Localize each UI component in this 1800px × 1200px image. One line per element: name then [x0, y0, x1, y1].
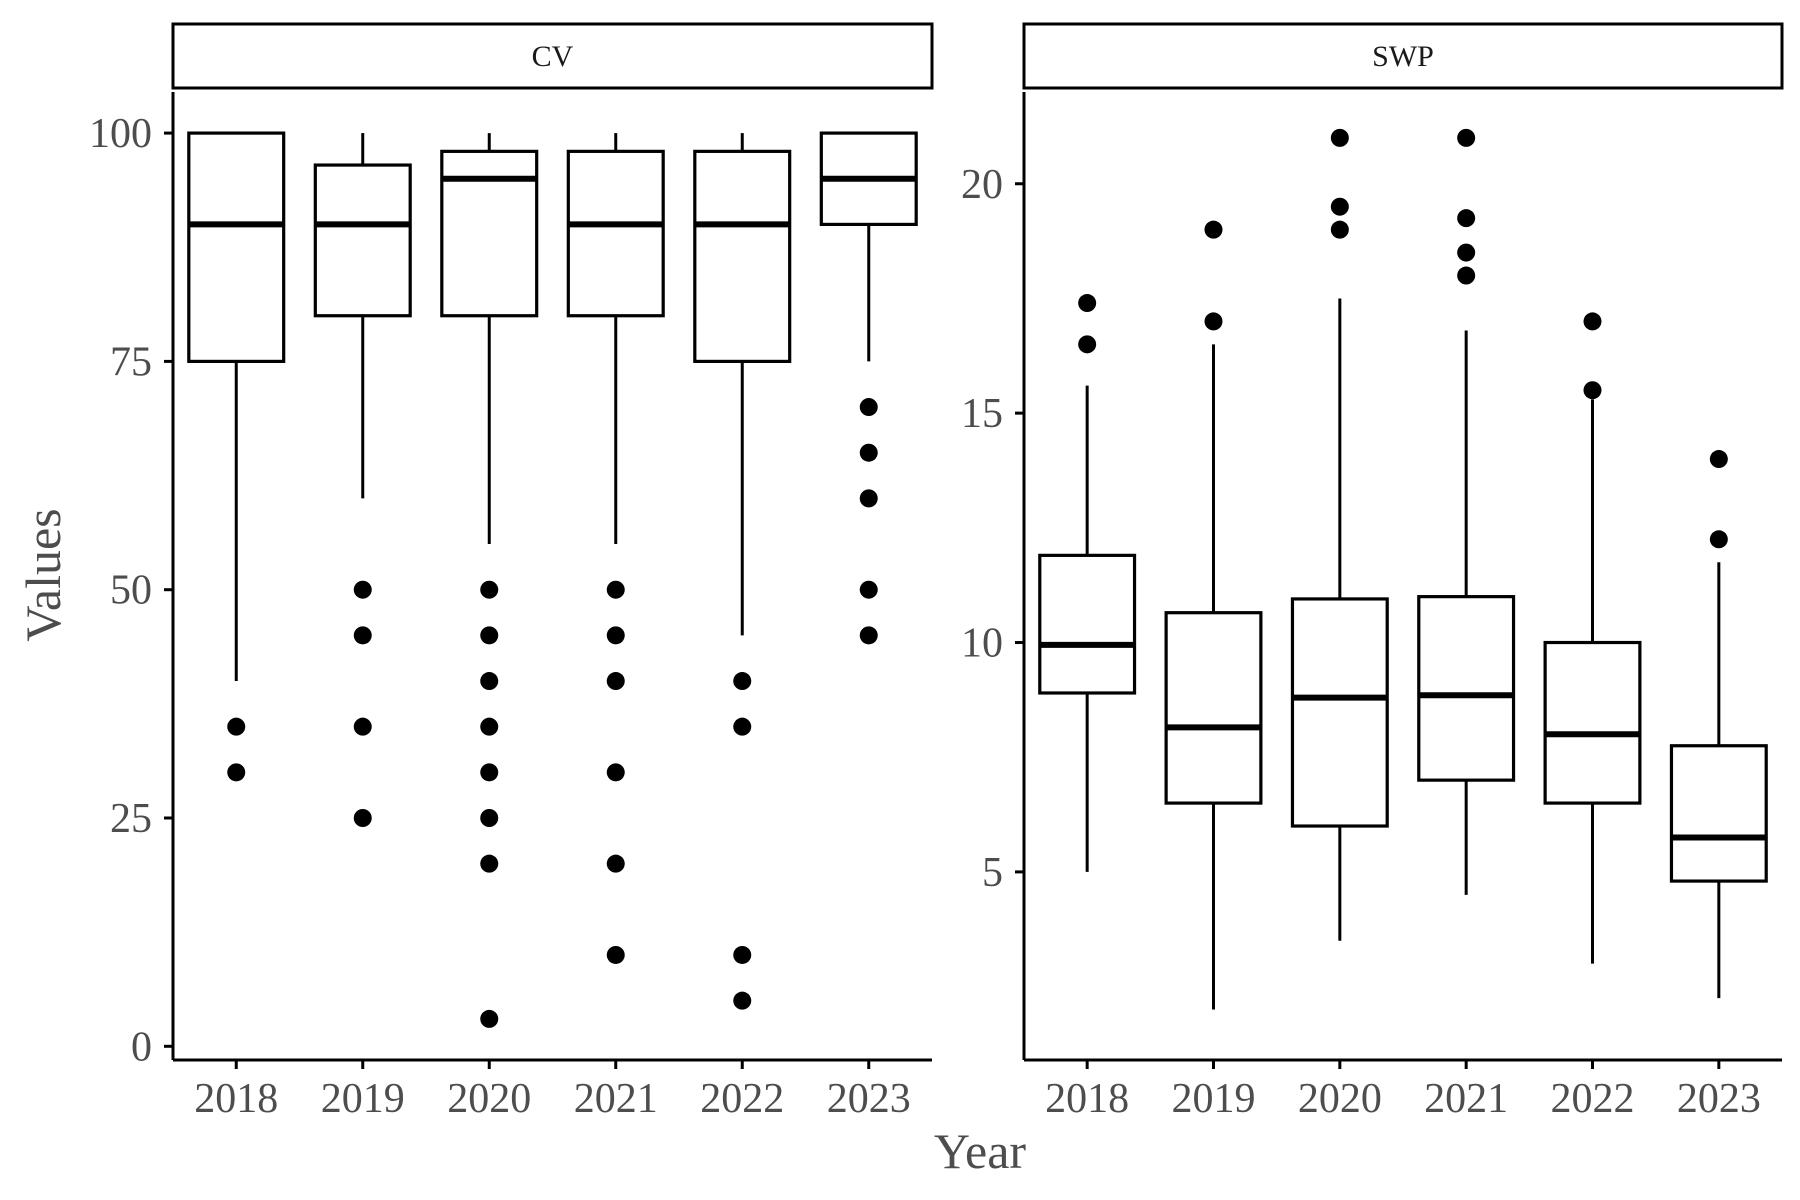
outlier-point [1330, 128, 1349, 147]
box-2018 [1038, 294, 1137, 872]
outlier-point [227, 763, 246, 782]
facet-strip [1022, 22, 1784, 90]
y-tick-label: 25 [110, 796, 152, 842]
y-tick-label: 10 [961, 621, 1003, 667]
box-2020 [440, 133, 539, 1028]
iqr-box [1669, 744, 1768, 883]
x-tick-label: 2019 [1172, 1076, 1256, 1122]
outlier-point [606, 626, 625, 645]
outlier-point [1457, 266, 1476, 285]
facet-panel-swp: SWP 5 10 15 20 2018 2019 2020 2021 2022 2023 [961, 22, 1784, 1122]
y-tick-label: 0 [131, 1024, 152, 1070]
outlier-point [353, 717, 372, 736]
box-2019 [313, 133, 412, 827]
y-tick-label: 15 [961, 391, 1003, 437]
outlier-point [1204, 312, 1223, 331]
outlier-point [859, 489, 878, 508]
y-tick-label: 20 [961, 162, 1003, 208]
outlier-point [1457, 243, 1476, 262]
y-tick-label: 5 [982, 850, 1003, 896]
outlier-point [606, 580, 625, 599]
outlier-point [733, 717, 752, 736]
outlier-point [1709, 530, 1728, 549]
box-2021 [566, 133, 665, 964]
x-tick-label: 2021 [574, 1076, 658, 1122]
outlier-point [1457, 128, 1476, 147]
outlier-point [480, 717, 499, 736]
box-2023 [819, 131, 918, 645]
outlier-point [227, 717, 246, 736]
facet-panel-cv: CV 0 25 50 75 100 2018 2019 2020 2021 2022 2023 [89, 22, 934, 1122]
x-tick-label: 2018 [1045, 1076, 1129, 1122]
outlier-point [733, 991, 752, 1010]
outlier-point [1583, 381, 1602, 400]
outlier-point [1078, 294, 1097, 313]
outlier-point [606, 672, 625, 691]
x-tick-label: 2018 [194, 1076, 278, 1122]
box-2018 [187, 131, 286, 782]
x-tick-label: 2023 [1677, 1076, 1761, 1122]
box-2022 [1543, 312, 1642, 964]
outlier-point [733, 672, 752, 691]
outlier-point [859, 443, 878, 462]
x-tick-label: 2022 [700, 1076, 784, 1122]
box-2021 [1417, 128, 1516, 895]
x-tick-label: 2020 [447, 1076, 531, 1122]
facet-strip-label: CV [532, 40, 574, 73]
x-axis-title: Year [934, 1123, 1026, 1179]
outlier-point [859, 580, 878, 599]
outlier-point [1583, 312, 1602, 331]
iqr-box [566, 149, 665, 318]
outlier-point [480, 580, 499, 599]
box-2023 [1669, 450, 1768, 999]
iqr-box [1164, 611, 1263, 805]
outlier-point [1330, 220, 1349, 239]
outlier-point [353, 580, 372, 599]
outlier-point [480, 763, 499, 782]
outlier-point [480, 809, 499, 827]
box-2022 [693, 133, 792, 1010]
iqr-box [187, 131, 286, 363]
box-2019 [1164, 220, 1263, 1010]
x-tick-label: 2021 [1424, 1076, 1508, 1122]
iqr-box [1290, 597, 1389, 828]
box-2020 [1290, 128, 1389, 941]
iqr-box [1543, 640, 1642, 805]
x-tick-label: 2023 [827, 1076, 911, 1122]
facet-panels: CV 0 25 50 75 100 2018 2019 2020 2021 2022 2023 SWP 5… [89, 22, 1784, 1122]
x-tick-label: 2022 [1551, 1076, 1635, 1122]
outlier-point [480, 1009, 499, 1028]
iqr-box [1038, 553, 1137, 695]
y-tick-label: 100 [89, 111, 152, 157]
outlier-point [606, 945, 625, 964]
outlier-point [1709, 450, 1728, 469]
x-tick-label: 2020 [1298, 1076, 1382, 1122]
outlier-point [606, 763, 625, 782]
outlier-point [1330, 197, 1349, 216]
outlier-point [1078, 335, 1097, 354]
outlier-point [1204, 220, 1223, 239]
outlier-point [859, 398, 878, 417]
outlier-point [480, 672, 499, 691]
outlier-point [1457, 209, 1476, 228]
iqr-box [1417, 595, 1516, 782]
outlier-point [480, 626, 499, 645]
outlier-point [859, 626, 878, 645]
y-tick-label: 75 [110, 339, 152, 385]
outlier-point [480, 854, 499, 873]
outlier-point [733, 945, 752, 964]
facet-strip-label: SWP [1372, 40, 1434, 73]
outlier-point [606, 854, 625, 873]
outlier-point [353, 626, 372, 645]
y-axis-title: Values [15, 508, 71, 641]
iqr-box [313, 163, 412, 318]
y-tick-label: 50 [110, 568, 152, 614]
outlier-point [353, 809, 372, 827]
x-tick-label: 2019 [321, 1076, 405, 1122]
iqr-box [693, 149, 792, 363]
facet-strip [171, 22, 934, 90]
